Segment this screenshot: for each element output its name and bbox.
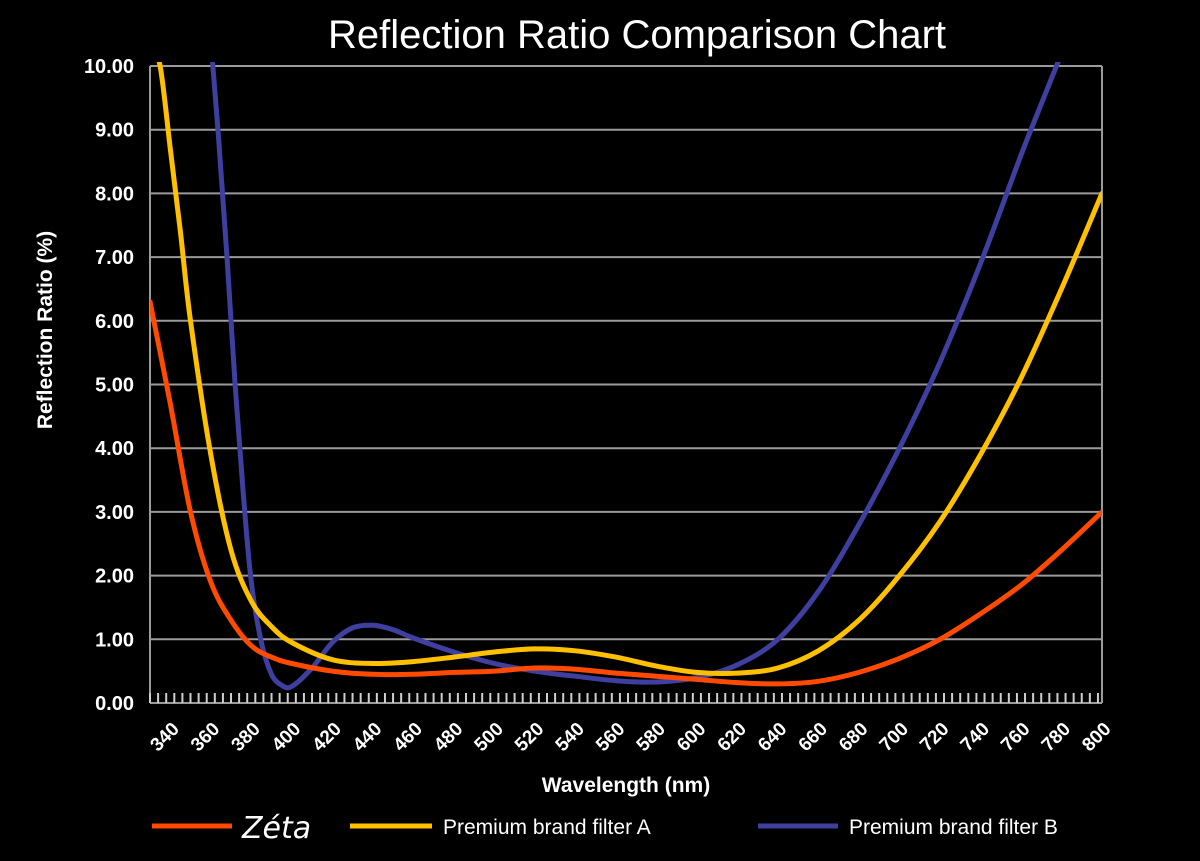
legend-label-1: Zéta: [241, 811, 311, 846]
y-tick-label: 7.00: [95, 247, 134, 269]
series-line-2: [156, 62, 1102, 677]
y-tick-label: 9.00: [95, 120, 134, 142]
legend-label-3: Premium brand filter B: [849, 816, 1058, 839]
chart-title: Reflection Ratio Comparison Chart: [328, 13, 946, 57]
y-axis-label: Reflection Ratio (%): [34, 231, 57, 429]
series-lines: [150, 62, 1102, 691]
series-line-1: [150, 299, 1102, 687]
legend-label-2: Premium brand filter A: [443, 816, 651, 839]
x-axis-label: Wavelength (nm): [542, 774, 710, 797]
legend: Zéta Premium brand filter A Premium brand …: [152, 811, 1058, 846]
y-tick-label: 4.00: [95, 438, 134, 460]
y-tick-label: 3.00: [95, 502, 134, 524]
y-tick-label: 8.00: [95, 183, 134, 205]
y-tick-label: 10.00: [84, 56, 134, 78]
grid-lines: [149, 65, 1103, 704]
series-line-3: [210, 62, 1061, 691]
y-axis-ticks: 0.00 1.00 2.00 3.00 4.00 5.00 6.00 7.00 8.00 9.00…: [84, 56, 134, 715]
y-tick-label: 2.00: [95, 566, 134, 588]
y-tick-label: 5.00: [95, 375, 134, 397]
x-axis-minor-ticks: [149, 693, 1099, 703]
y-tick-label: 1.00: [95, 629, 134, 651]
y-tick-label: 6.00: [95, 311, 134, 333]
y-tick-label: 0.00: [95, 693, 134, 715]
